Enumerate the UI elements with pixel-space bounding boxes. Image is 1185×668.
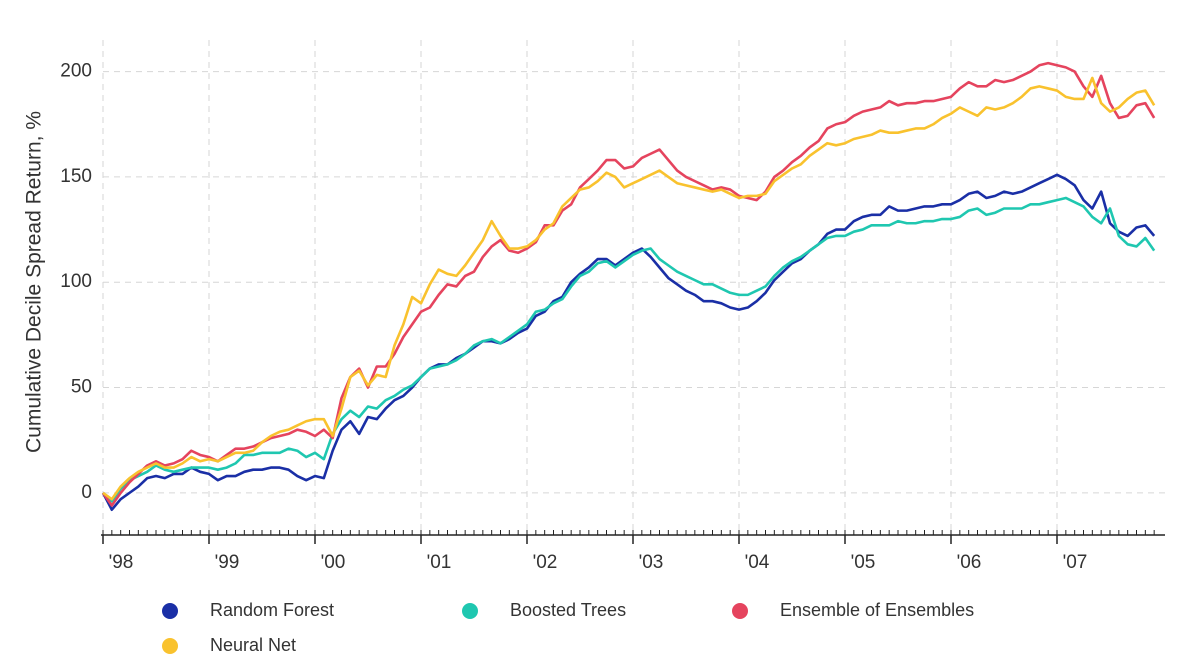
x-tick-label: '07 — [1063, 552, 1088, 573]
legend-marker — [162, 638, 178, 654]
x-tick-label: '06 — [957, 552, 982, 573]
y-tick-label: 200 — [60, 61, 92, 82]
y-tick-label: 100 — [60, 271, 92, 292]
x-tick-label: '05 — [851, 552, 876, 573]
x-tick-label: '03 — [639, 552, 664, 573]
series-line — [101, 173, 1156, 512]
x-tick-label: '02 — [533, 552, 558, 573]
y-axis-label: Cumulative Decile Spread Return, % — [23, 111, 46, 453]
series-line — [102, 76, 1156, 501]
y-tick-label: 50 — [71, 377, 92, 398]
x-tick-label: '99 — [215, 552, 240, 573]
y-tick-label: 150 — [60, 166, 92, 187]
legend-label: Random Forest — [210, 600, 334, 620]
legend-label: Boosted Trees — [510, 600, 626, 620]
series-line — [102, 196, 1156, 503]
legend-marker — [162, 603, 178, 619]
y-tick-label: 0 — [81, 482, 92, 503]
legend-label: Ensemble of Ensembles — [780, 600, 974, 620]
legend-marker — [462, 603, 478, 619]
series-line — [101, 61, 1156, 507]
x-tick-label: '00 — [321, 552, 346, 573]
legend-marker — [732, 603, 748, 619]
x-tick-label: '04 — [745, 552, 770, 573]
x-tick-label: '01 — [427, 552, 452, 573]
legend-label: Neural Net — [210, 635, 296, 655]
x-tick-label: '98 — [109, 552, 134, 573]
